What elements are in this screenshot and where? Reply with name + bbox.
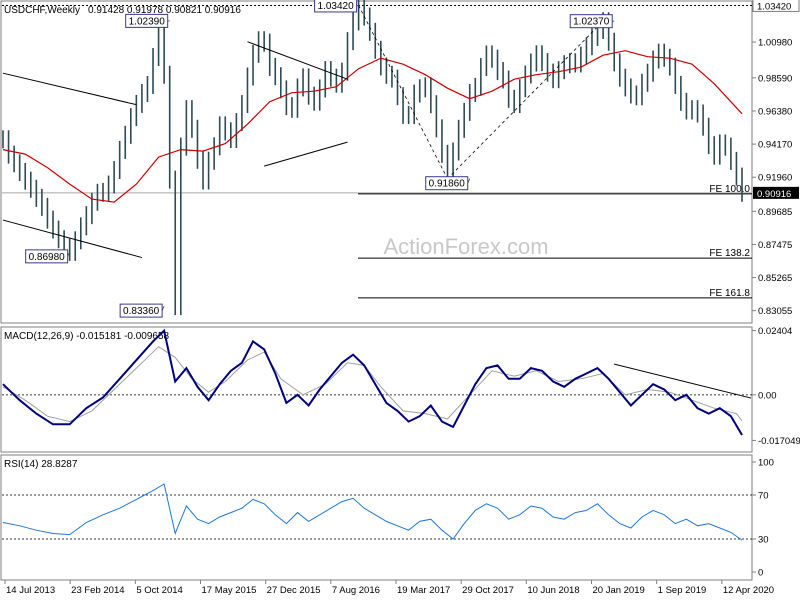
price-tick-label: 0.91960 bbox=[758, 173, 792, 184]
trendline bbox=[2, 219, 143, 259]
trendline bbox=[247, 41, 348, 80]
top-price-box bbox=[752, 0, 800, 12]
macd-trendline bbox=[614, 363, 752, 399]
time-tick-label: 7 Aug 2016 bbox=[332, 585, 380, 596]
price-annotation: 0.91860 bbox=[425, 176, 471, 191]
time-tick-label: 20 Jan 2019 bbox=[592, 585, 644, 596]
rsi-tick-label: 70 bbox=[758, 491, 769, 502]
time-tick-label: 23 Feb 2014 bbox=[71, 585, 124, 596]
price-annotation: 0.83360 bbox=[119, 303, 165, 318]
rsi-layer bbox=[2, 483, 752, 541]
annotation-text: 0.86980 bbox=[29, 252, 66, 263]
current-price-box bbox=[753, 186, 799, 199]
annotation-text: 1.02370 bbox=[573, 17, 610, 28]
macd-title: MACD(12,26,9) -0.015181 -0.009658 bbox=[4, 331, 170, 342]
macd-tick-label: 0.00 bbox=[758, 390, 777, 401]
time-tick-label: 1 Sep 2019 bbox=[658, 585, 707, 596]
moving-average-line bbox=[2, 50, 743, 203]
trendline bbox=[2, 72, 137, 106]
price-tick-label: 1.00980 bbox=[758, 38, 792, 49]
time-tick-label: 14 Jul 2013 bbox=[6, 585, 55, 596]
price-tick-label: 0.83055 bbox=[758, 306, 792, 317]
macd-tick-label: -0.017049 bbox=[758, 436, 800, 447]
price-annotation: 1.03420 bbox=[314, 0, 359, 13]
macd-panel: MACD(12,26,9) -0.015181 -0.009658 0.0240… bbox=[0, 326, 800, 453]
rsi-axis: 100 70 30 0 bbox=[752, 458, 774, 579]
fib-level-label: FE 100.0 bbox=[709, 184, 750, 195]
price-tick-label: 0.87475 bbox=[758, 240, 792, 251]
fib-level-label: FE 161.8 bbox=[709, 288, 750, 299]
price-tick-label: 0.98590 bbox=[758, 73, 792, 84]
price-tick-label: 0.89685 bbox=[758, 207, 792, 218]
annotation-text: 0.91860 bbox=[429, 179, 466, 190]
annotation-text: 1.02390 bbox=[129, 16, 166, 27]
fib-level-label: FE 138.2 bbox=[709, 248, 750, 259]
price-panel: USDCHF,Weekly 0.91428 0.91978 0.90821 0.… bbox=[0, 0, 800, 324]
watermark: ActionForex.com bbox=[383, 234, 548, 259]
top-price-label: 1.03420 bbox=[757, 1, 791, 12]
price-annotation: 0.86980 bbox=[25, 249, 71, 264]
price-tick-label: 0.96380 bbox=[758, 106, 792, 117]
macd-main-line bbox=[2, 328, 743, 436]
price-layer: FE 100.0 FE 138.2 FE 161.8 1.03420 1.02390 1.… bbox=[2, 0, 752, 318]
annotation-text: 0.83360 bbox=[123, 306, 160, 317]
price-axis: 1.00980 0.98590 0.96380 0.94170 0.91960 0.896… bbox=[752, 0, 800, 317]
macd-tick-label: 0.02404 bbox=[758, 326, 792, 337]
time-tick-label: 5 Oct 2014 bbox=[136, 585, 182, 596]
time-tick-label: 19 Mar 2017 bbox=[397, 585, 450, 596]
rsi-panel: RSI(14) 28.8287 100 70 30 0 bbox=[0, 454, 774, 581]
annotation-text: 1.03420 bbox=[318, 1, 355, 12]
rsi-tick-label: 100 bbox=[758, 458, 774, 469]
annotation-connector bbox=[161, 305, 165, 311]
chart-symbol: USDCHF,Weekly bbox=[4, 5, 80, 16]
annotation-connector bbox=[467, 178, 471, 184]
chart-ohlc: 0.91428 0.91978 0.90821 0.90916 bbox=[88, 5, 241, 16]
time-tick-label: 10 Jun 2018 bbox=[527, 585, 579, 596]
price-panel-border bbox=[0, 0, 753, 324]
swing-dashed-line bbox=[358, 5, 448, 179]
trendline bbox=[264, 141, 348, 167]
macd-layer bbox=[2, 328, 752, 436]
rsi-tick-label: 0 bbox=[758, 568, 763, 579]
price-tick-label: 0.85265 bbox=[758, 273, 792, 284]
price-annotation: 1.02390 bbox=[125, 13, 170, 28]
macd-axis: 0.02404 0.00 -0.017049 bbox=[752, 326, 800, 447]
time-tick-label: 17 May 2015 bbox=[201, 585, 256, 596]
macd-panel-border bbox=[0, 326, 753, 453]
rsi-panel-border bbox=[0, 454, 753, 581]
time-tick-label: 27 Dec 2015 bbox=[267, 585, 321, 596]
current-price-label: 0.90916 bbox=[757, 189, 791, 200]
price-annotation: 1.02370 bbox=[569, 14, 615, 29]
swing-dashed-line bbox=[447, 20, 604, 179]
time-tick-label: 29 Oct 2017 bbox=[462, 585, 514, 596]
rsi-line bbox=[2, 483, 743, 541]
annotation-connector bbox=[67, 251, 71, 257]
price-tick-label: 0.94170 bbox=[758, 140, 792, 151]
time-tick-label: 12 Apr 2020 bbox=[723, 585, 774, 596]
rsi-tick-label: 30 bbox=[758, 535, 769, 546]
rsi-title: RSI(14) 28.8287 bbox=[4, 459, 78, 470]
time-axis: 14 Jul 2013 23 Feb 2014 5 Oct 2014 17 May 2… bbox=[4, 580, 774, 596]
